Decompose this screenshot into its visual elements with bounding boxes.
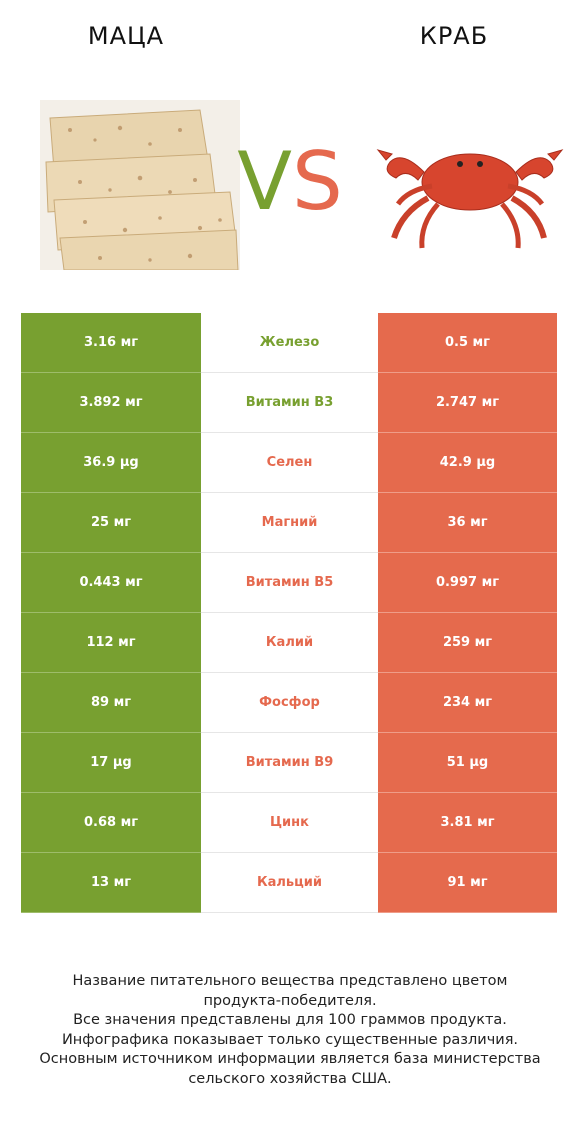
nutrient-label: Железо: [201, 313, 378, 373]
right-value: 2.747 мг: [378, 373, 557, 433]
right-value: 259 мг: [378, 613, 557, 673]
right-value: 3.81 мг: [378, 793, 557, 853]
vs-s-letter: S: [291, 135, 343, 228]
comparison-table: 3.16 мг Железо 0.5 мг 3.892 мг Витамин B3 2.7…: [21, 313, 557, 913]
left-value: 3.892 мг: [21, 373, 201, 433]
footnote-line: продукта-победителя.: [203, 992, 377, 1009]
left-value: 36.9 µg: [21, 433, 201, 493]
table-row: 0.443 мг Витамин B5 0.997 мг: [21, 553, 557, 613]
right-value: 42.9 µg: [378, 433, 557, 493]
left-value: 25 мг: [21, 493, 201, 553]
right-value: 0.997 мг: [378, 553, 557, 613]
nutrient-label: Селен: [201, 433, 378, 493]
table-row: 17 µg Витамин B9 51 µg: [21, 733, 557, 793]
table-row: 25 мг Магний 36 мг: [21, 493, 557, 553]
left-value: 0.443 мг: [21, 553, 201, 613]
nutrient-label: Витамин B3: [201, 373, 378, 433]
table-row: 13 мг Кальций 91 мг: [21, 853, 557, 913]
left-value: 3.16 мг: [21, 313, 201, 373]
nutrient-label: Калий: [201, 613, 378, 673]
table-row: 0.68 мг Цинк 3.81 мг: [21, 793, 557, 853]
table-row: 89 мг Фосфор 234 мг: [21, 673, 557, 733]
footnote-line: Инфографика показывает только существенн…: [61, 1031, 519, 1048]
matzo-image: [40, 100, 240, 271]
right-product-title: КРАБ: [419, 22, 489, 50]
table-row: 112 мг Калий 259 мг: [21, 613, 557, 673]
nutrient-label: Витамин B5: [201, 553, 378, 613]
nutrient-label: Цинк: [201, 793, 378, 853]
footnote: Название питательного вещества представл…: [20, 972, 560, 1089]
left-value: 0.68 мг: [21, 793, 201, 853]
footnote-line: Основным источником информации является …: [39, 1051, 541, 1067]
table-row: 36.9 µg Селен 42.9 µg: [21, 433, 557, 493]
table-row: 3.16 мг Железо 0.5 мг: [21, 313, 557, 373]
nutrient-label: Кальций: [201, 853, 378, 913]
left-value: 17 µg: [21, 733, 201, 793]
left-product-title: МАЦА: [87, 22, 165, 50]
footnote-line: Название питательного вещества представл…: [72, 973, 508, 989]
footnote-line: Все значения представлены для 100 граммо…: [73, 1012, 507, 1028]
right-value: 234 мг: [378, 673, 557, 733]
left-value: 112 мг: [21, 613, 201, 673]
left-value: 89 мг: [21, 673, 201, 733]
vs-v-letter: V: [237, 135, 292, 228]
versus-label: VS: [222, 132, 358, 232]
left-value: 13 мг: [21, 853, 201, 913]
right-value: 36 мг: [378, 493, 557, 553]
nutrient-label: Фосфор: [201, 673, 378, 733]
nutrient-label: Магний: [201, 493, 378, 553]
footnote-line: сельского хозяйства США.: [188, 1070, 392, 1087]
table-row: 3.892 мг Витамин B3 2.747 мг: [21, 373, 557, 433]
nutrient-label: Витамин B9: [201, 733, 378, 793]
right-value: 91 мг: [378, 853, 557, 913]
crab-image: [372, 120, 572, 260]
right-value: 51 µg: [378, 733, 557, 793]
right-value: 0.5 мг: [378, 313, 557, 373]
